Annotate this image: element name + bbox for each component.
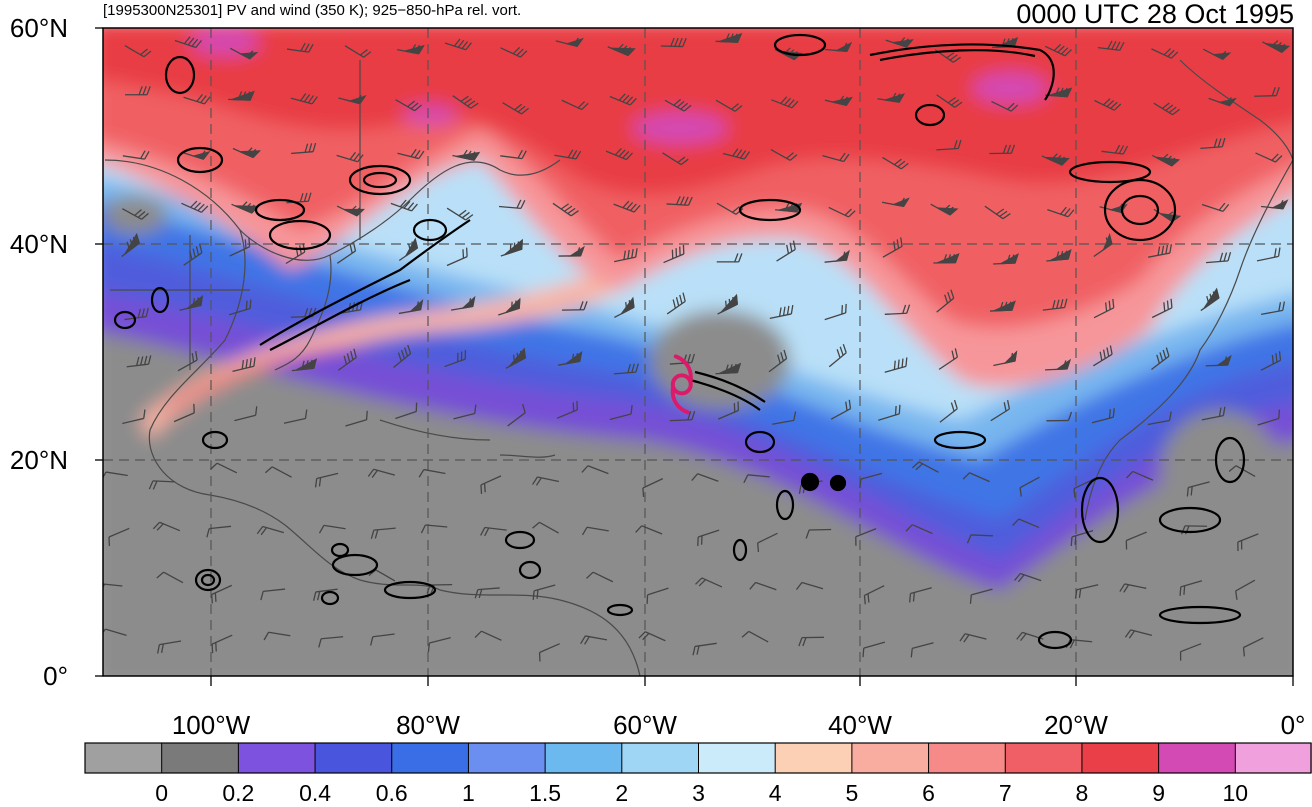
lon-label-20w: 20°W bbox=[1021, 710, 1131, 741]
plot-timestamp: 0000 UTC 28 Oct 1995 bbox=[1016, 0, 1294, 30]
lat-label-60n: 60°N bbox=[0, 13, 68, 44]
colorbar-level-label: 9 bbox=[1129, 780, 1189, 807]
colorbar-swatch bbox=[622, 743, 699, 773]
colorbar-level-label: 10 bbox=[1205, 780, 1265, 807]
colorbar-level-label: 0.2 bbox=[208, 780, 268, 807]
colorbar-swatch bbox=[468, 743, 545, 773]
lon-label-100w: 100°W bbox=[156, 710, 266, 741]
plot-description: [1995300N25301] PV and wind (350 K); 925… bbox=[103, 2, 521, 19]
colorbar-level-label: 0 bbox=[132, 780, 192, 807]
colorbar-swatch bbox=[1159, 743, 1236, 773]
colorbar-level-label: 8 bbox=[1052, 780, 1112, 807]
colorbar-level-label: 4 bbox=[745, 780, 805, 807]
pv-shading bbox=[90, 20, 1310, 690]
colorbar-swatch bbox=[1005, 743, 1082, 773]
colorbar-swatch bbox=[162, 743, 239, 773]
lon-label-40w: 40°W bbox=[805, 710, 915, 741]
colorbar-level-label: 0.4 bbox=[285, 780, 345, 807]
colorbar-swatch bbox=[1235, 743, 1312, 773]
colorbar-swatch bbox=[929, 743, 1006, 773]
lat-label-20n: 20°N bbox=[0, 445, 68, 476]
lon-label-60w: 60°W bbox=[590, 710, 700, 741]
colorbar-swatch bbox=[852, 743, 929, 773]
lat-label-0: 0° bbox=[0, 661, 68, 692]
colorbar-swatch bbox=[545, 743, 622, 773]
colorbar-swatch bbox=[1082, 743, 1159, 773]
colorbar-level-label: 1 bbox=[438, 780, 498, 807]
colorbar-swatch bbox=[238, 743, 315, 773]
colorbar-swatch bbox=[699, 743, 776, 773]
colorbar-level-label: 5 bbox=[822, 780, 882, 807]
colorbar-swatch bbox=[392, 743, 469, 773]
colorbar-level-label: 0.6 bbox=[362, 780, 422, 807]
colorbar-level-label: 6 bbox=[899, 780, 959, 807]
colorbar-level-label: 3 bbox=[669, 780, 729, 807]
colorbar-swatch bbox=[85, 743, 162, 773]
colorbar-level-label: 7 bbox=[975, 780, 1035, 807]
colorbar-level-label: 1.5 bbox=[515, 780, 575, 807]
lat-label-40n: 40°N bbox=[0, 229, 68, 260]
colorbar-swatch bbox=[775, 743, 852, 773]
colorbar-swatch bbox=[315, 743, 392, 773]
lon-label-80w: 80°W bbox=[373, 710, 483, 741]
lon-label-0: 0° bbox=[1238, 710, 1312, 741]
colorbar bbox=[85, 743, 1312, 773]
colorbar-level-label: 2 bbox=[592, 780, 652, 807]
